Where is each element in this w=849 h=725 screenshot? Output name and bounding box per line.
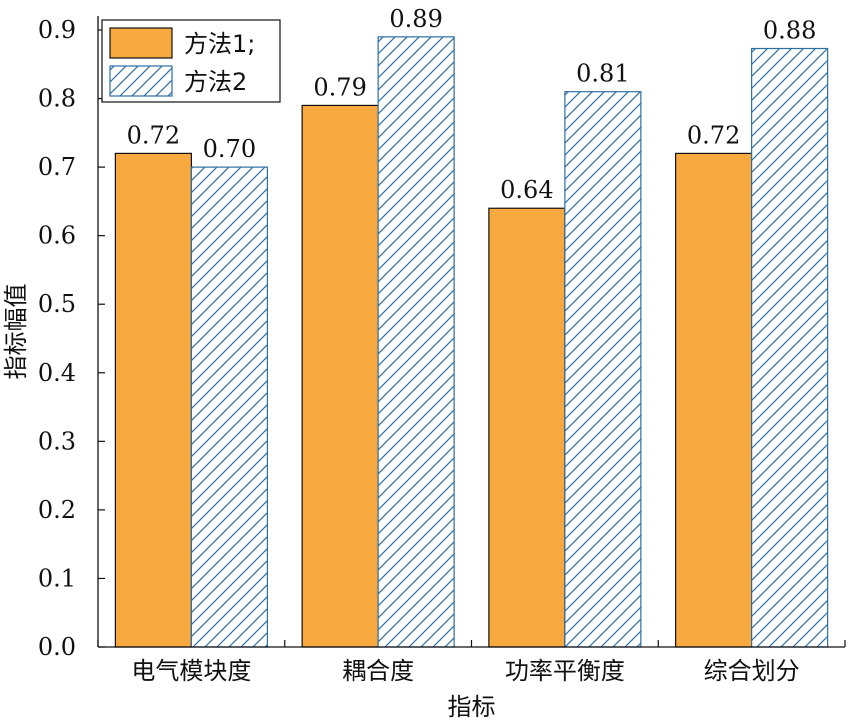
data-label-series-2-cat-2: 0.89 [389,5,442,33]
data-label-series-2-cat-1: 0.70 [203,135,256,163]
legend-label-2: 方法2 [184,68,247,96]
y-tick-label: 0.8 [38,85,76,113]
data-label-series-1-cat-4: 0.72 [687,121,740,149]
x-tick-label: 耦合度 [342,657,414,685]
y-tick-label: 0.7 [38,153,76,181]
x-tick-label: 综合划分 [704,657,800,685]
x-tick-label: 功率平衡度 [505,657,625,685]
y-tick-label: 0.6 [38,222,76,250]
legend-label-1: 方法1; [184,30,255,58]
bar-series-1-cat-2 [301,104,379,648]
y-tick-label: 0.9 [38,16,76,44]
bar-series-2-cat-4 [751,47,829,648]
y-axis-title: 指标幅值 [2,284,30,380]
x-tick-label: 电气模块度 [131,657,251,685]
data-label-series-1-cat-3: 0.64 [500,176,553,204]
axes-layer: 电气模块度 耦合度 功率平衡度 综合划分 0.0 0.1 0.2 0.3 0.4 0.5 0.6 0.… [38,16,846,685]
data-label-series-1-cat-1: 0.72 [127,121,180,149]
y-tick-label: 0.4 [38,359,76,387]
bar-series-1-cat-3 [488,207,566,648]
data-label-series-1-cat-2: 0.79 [313,73,366,101]
bar-series-2-cat-2 [377,36,455,648]
y-tick-label: 0.5 [38,290,76,318]
y-tick-label: 0.2 [38,496,76,524]
bar-series-2-cat-1 [190,166,268,648]
data-labels-layer: 0.72 0.70 0.79 0.89 0.64 0.81 0.72 0.88 [127,5,817,204]
legend-swatch-1 [109,27,173,59]
data-label-series-2-cat-3: 0.81 [576,60,629,88]
bar-series-2-cat-3 [564,91,642,648]
bar-series-1-cat-1 [114,152,192,648]
y-tick-label: 0.1 [38,564,76,592]
bar-series-1-cat-4 [675,152,753,648]
x-axis-title: 指标 [448,693,496,720]
y-tick-label: 0.3 [38,427,76,455]
data-label-series-2-cat-4: 0.88 [763,17,816,45]
legend-swatch-2 [109,65,173,97]
y-tick-label: 0.0 [38,633,76,661]
bars-layer [114,36,829,648]
legend: 方法1; 方法2 [101,19,281,103]
